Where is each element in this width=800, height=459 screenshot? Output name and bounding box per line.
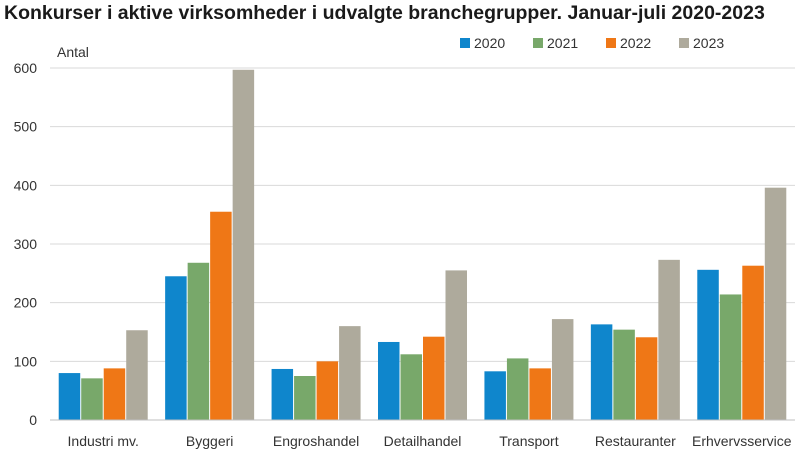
y-tick-label: 400 bbox=[14, 177, 38, 193]
bar-2022-engroshandel bbox=[316, 361, 339, 420]
bar-2022-detailhandel bbox=[423, 336, 445, 420]
chart-title: Konkurser i aktive virksomheder i udvalg… bbox=[4, 2, 765, 24]
bar-2021-transport bbox=[506, 358, 529, 420]
x-category-label: Restauranter bbox=[595, 433, 676, 449]
bar-2023-transport bbox=[551, 319, 574, 420]
bar-2021-erhvervsservice bbox=[719, 294, 742, 420]
y-axis-ticks: 0 100 200 300 400 500 600 bbox=[14, 60, 38, 428]
bar-2022-byggeri bbox=[210, 211, 232, 420]
bar-2021-industri-mv- bbox=[81, 378, 103, 420]
bar-2023-engroshandel bbox=[339, 326, 361, 420]
bar-2023-industri-mv- bbox=[126, 330, 148, 420]
legend: 2020 2021 2022 2023 bbox=[460, 35, 724, 51]
bar-2020-transport bbox=[484, 371, 506, 420]
x-category-label: Transport bbox=[499, 433, 559, 449]
legend-label: 2023 bbox=[693, 35, 724, 51]
x-category-label: Engroshandel bbox=[273, 433, 359, 449]
legend-swatch bbox=[606, 38, 616, 48]
bar-2021-detailhandel bbox=[400, 354, 422, 420]
y-tick-label: 0 bbox=[29, 412, 37, 428]
bar-2023-restauranter bbox=[658, 259, 680, 420]
y-tick-label: 600 bbox=[14, 60, 38, 76]
bars bbox=[58, 69, 787, 420]
category-labels: Industri mv. Byggeri Engroshandel Detailhan… bbox=[68, 433, 792, 449]
bar-2020-erhvervsservice bbox=[697, 269, 719, 420]
y-tick-label: 100 bbox=[14, 353, 38, 369]
bar-2020-restauranter bbox=[590, 324, 613, 420]
bar-2022-industri-mv- bbox=[103, 368, 126, 420]
x-category-label: Industri mv. bbox=[68, 433, 139, 449]
bar-2020-engroshandel bbox=[271, 368, 294, 420]
legend-swatch bbox=[679, 38, 689, 48]
legend-label: 2020 bbox=[474, 35, 505, 51]
x-category-label: Erhvervsservice bbox=[692, 433, 792, 449]
x-category-label: Byggeri bbox=[186, 433, 233, 449]
legend-swatch bbox=[533, 38, 543, 48]
legend-swatch bbox=[460, 38, 470, 48]
bar-2023-detailhandel bbox=[445, 270, 467, 420]
legend-label: 2022 bbox=[620, 35, 651, 51]
bar-2022-transport bbox=[529, 368, 551, 420]
bar-2020-byggeri bbox=[165, 276, 187, 420]
bar-2023-erhvervsservice bbox=[764, 187, 787, 420]
x-category-label: Detailhandel bbox=[384, 433, 462, 449]
bar-2021-engroshandel bbox=[294, 376, 316, 420]
bar-2023-byggeri bbox=[232, 69, 255, 420]
bar-2022-restauranter bbox=[635, 337, 658, 420]
y-tick-label: 200 bbox=[14, 295, 38, 311]
y-tick-label: 300 bbox=[14, 236, 38, 252]
bar-2020-detailhandel bbox=[378, 341, 400, 420]
bar-2021-restauranter bbox=[613, 329, 635, 420]
bar-2022-erhvervsservice bbox=[742, 265, 764, 420]
gridlines bbox=[50, 67, 795, 362]
bar-2021-byggeri bbox=[187, 262, 210, 420]
y-tick-label: 500 bbox=[14, 119, 38, 135]
bar-2020-industri-mv- bbox=[58, 373, 81, 420]
y-axis-label: Antal bbox=[57, 44, 89, 60]
legend-label: 2021 bbox=[547, 35, 578, 51]
